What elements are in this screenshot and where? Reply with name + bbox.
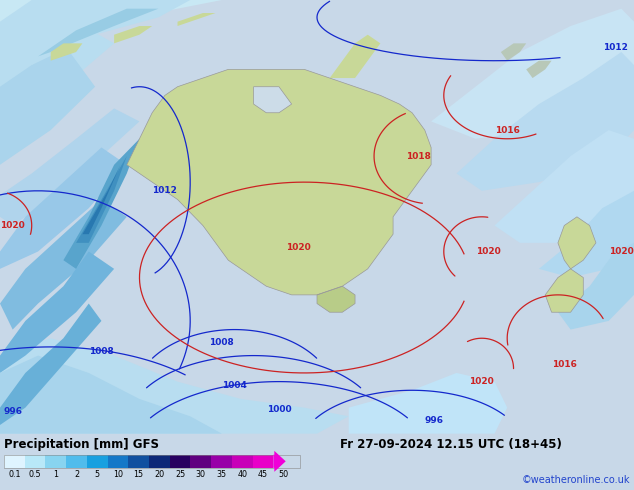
Polygon shape	[349, 373, 507, 434]
Polygon shape	[545, 269, 583, 312]
Text: 1018: 1018	[406, 151, 431, 161]
Text: 35: 35	[216, 470, 226, 479]
Polygon shape	[456, 52, 634, 191]
Polygon shape	[63, 139, 139, 269]
Polygon shape	[0, 147, 127, 269]
Bar	[25, 455, 46, 468]
Text: Fr 27-09-2024 12.15 UTC (18+45): Fr 27-09-2024 12.15 UTC (18+45)	[340, 438, 562, 451]
Bar	[211, 455, 232, 468]
Polygon shape	[526, 61, 552, 78]
Text: 1020: 1020	[476, 247, 501, 256]
Text: 996: 996	[3, 408, 22, 416]
Polygon shape	[0, 108, 139, 225]
Text: 996: 996	[425, 416, 444, 425]
Text: 2: 2	[74, 470, 79, 479]
Text: 0.5: 0.5	[29, 470, 41, 479]
Text: 1012: 1012	[152, 186, 178, 196]
Bar	[128, 455, 149, 468]
Polygon shape	[254, 87, 292, 113]
Polygon shape	[114, 26, 152, 44]
Polygon shape	[330, 35, 380, 78]
Polygon shape	[0, 338, 349, 434]
Polygon shape	[0, 44, 95, 165]
Polygon shape	[0, 356, 222, 434]
Text: Precipitation [mm] GFS: Precipitation [mm] GFS	[4, 438, 159, 451]
Text: 1016: 1016	[495, 125, 520, 135]
Text: 30: 30	[196, 470, 206, 479]
Bar	[190, 455, 211, 468]
Text: 1020: 1020	[0, 221, 25, 230]
Text: 40: 40	[237, 470, 247, 479]
Polygon shape	[0, 22, 114, 122]
Polygon shape	[38, 9, 158, 56]
Polygon shape	[76, 156, 127, 243]
Text: 1000: 1000	[267, 405, 291, 415]
Bar	[87, 455, 108, 468]
Bar	[108, 455, 128, 468]
Polygon shape	[0, 0, 222, 87]
Polygon shape	[501, 44, 526, 61]
Bar	[4, 455, 301, 468]
Polygon shape	[558, 217, 596, 269]
Bar	[232, 455, 252, 468]
Polygon shape	[0, 199, 127, 330]
Bar	[170, 455, 190, 468]
Text: 0.1: 0.1	[8, 470, 21, 479]
Text: 1: 1	[53, 470, 58, 479]
Polygon shape	[558, 243, 634, 330]
Polygon shape	[178, 13, 216, 26]
Text: 1016: 1016	[552, 360, 577, 369]
Bar	[66, 455, 87, 468]
Text: 1020: 1020	[469, 377, 495, 386]
Polygon shape	[0, 0, 190, 65]
Text: 1008: 1008	[89, 347, 114, 356]
Polygon shape	[51, 44, 82, 61]
Text: 1020: 1020	[285, 243, 311, 252]
Polygon shape	[431, 9, 634, 139]
Text: 20: 20	[154, 470, 164, 479]
Polygon shape	[317, 286, 355, 312]
Bar	[4, 455, 25, 468]
Polygon shape	[539, 191, 634, 277]
Polygon shape	[127, 70, 431, 295]
Text: 45: 45	[258, 470, 268, 479]
Text: 15: 15	[134, 470, 144, 479]
Bar	[252, 455, 273, 468]
Polygon shape	[0, 251, 114, 373]
Polygon shape	[495, 130, 634, 243]
Polygon shape	[82, 165, 120, 234]
Text: 25: 25	[175, 470, 185, 479]
FancyArrow shape	[273, 451, 286, 472]
Bar	[149, 455, 170, 468]
Text: 1012: 1012	[602, 43, 628, 52]
Text: 5: 5	[94, 470, 100, 479]
Text: 1004: 1004	[222, 381, 247, 391]
Polygon shape	[0, 304, 101, 425]
Text: ©weatheronline.co.uk: ©weatheronline.co.uk	[522, 475, 630, 485]
Bar	[46, 455, 66, 468]
Text: 10: 10	[113, 470, 123, 479]
Text: 1008: 1008	[209, 338, 235, 347]
Text: 50: 50	[278, 470, 288, 479]
Text: 1020: 1020	[609, 247, 634, 256]
